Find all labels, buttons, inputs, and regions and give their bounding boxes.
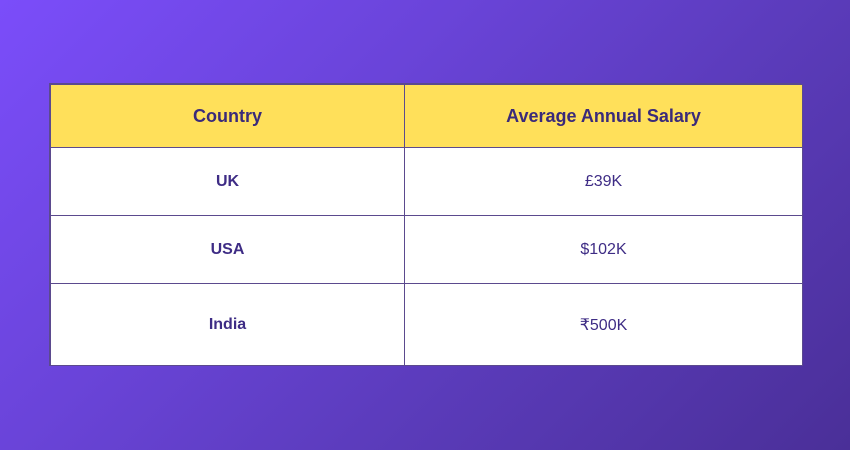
table-row: UK £39K: [50, 147, 803, 216]
table-header: Country Average Annual Salary: [50, 84, 803, 148]
table-row: USA $102K: [50, 215, 803, 284]
column-header-country: Country: [50, 84, 405, 148]
salary-cell: $102K: [404, 215, 803, 284]
salary-table-grid: Country Average Annual Salary UK £39K US…: [50, 84, 803, 366]
table-row: India ₹500K: [50, 283, 803, 366]
table-body: UK £39K USA $102K India ₹500K: [50, 147, 803, 366]
header-row: Country Average Annual Salary: [50, 84, 803, 148]
country-cell: USA: [50, 215, 405, 284]
salary-cell: £39K: [404, 147, 803, 216]
salary-table: Country Average Annual Salary UK £39K US…: [49, 83, 803, 366]
country-cell: UK: [50, 147, 405, 216]
salary-cell: ₹500K: [404, 283, 803, 366]
column-header-salary: Average Annual Salary: [404, 84, 803, 148]
country-cell: India: [50, 283, 405, 366]
